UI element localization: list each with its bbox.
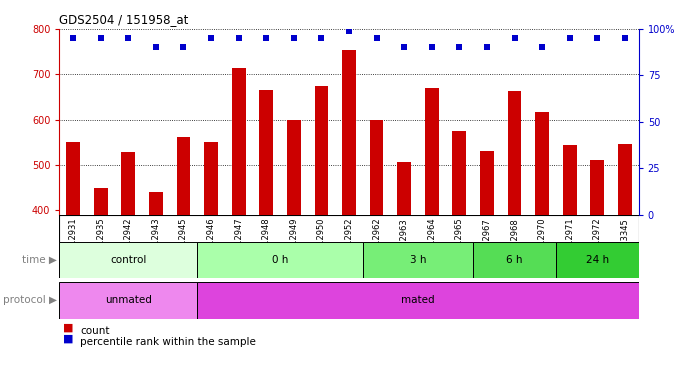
Bar — [507, 91, 521, 215]
Bar — [591, 160, 604, 215]
Bar — [198, 282, 639, 319]
Text: 3 h: 3 h — [410, 255, 426, 265]
Point — [233, 35, 244, 41]
Point — [482, 44, 493, 50]
Bar — [556, 242, 639, 278]
Bar — [473, 242, 556, 278]
Bar — [205, 142, 218, 215]
Bar — [363, 242, 473, 278]
Point — [371, 35, 383, 41]
Bar — [452, 131, 466, 215]
Bar — [480, 151, 493, 215]
Point — [288, 35, 299, 41]
Point — [537, 44, 548, 50]
Text: 6 h: 6 h — [506, 255, 523, 265]
Point — [619, 35, 630, 41]
Point — [592, 35, 603, 41]
Bar — [121, 152, 135, 215]
Point — [454, 44, 465, 50]
Text: protocol ▶: protocol ▶ — [3, 295, 57, 306]
Point — [426, 44, 438, 50]
Bar — [425, 88, 438, 215]
Text: mated: mated — [401, 295, 435, 306]
Text: 0 h: 0 h — [272, 255, 288, 265]
Point — [315, 35, 327, 41]
Point — [343, 28, 355, 34]
Bar — [66, 142, 80, 215]
Bar — [342, 50, 356, 215]
Point — [95, 35, 106, 41]
Point — [399, 44, 410, 50]
Bar — [177, 137, 191, 215]
Bar — [618, 144, 632, 215]
Point — [260, 35, 272, 41]
Bar — [59, 282, 198, 319]
Text: GDS2504 / 151958_at: GDS2504 / 151958_at — [59, 13, 188, 26]
Point — [150, 44, 161, 50]
Point — [564, 35, 575, 41]
Bar — [370, 120, 383, 215]
Bar — [149, 192, 163, 215]
Bar — [260, 90, 273, 215]
Bar — [94, 188, 107, 215]
Point — [205, 35, 216, 41]
Text: count: count — [80, 326, 110, 336]
Text: time ▶: time ▶ — [22, 255, 57, 265]
Point — [68, 35, 79, 41]
Bar — [59, 242, 198, 278]
Bar — [563, 145, 577, 215]
Bar — [535, 112, 549, 215]
Point — [509, 35, 520, 41]
Text: control: control — [110, 255, 147, 265]
Point — [123, 35, 134, 41]
Text: ■: ■ — [63, 334, 73, 344]
Bar — [232, 68, 246, 215]
Bar — [198, 242, 363, 278]
Bar — [397, 162, 411, 215]
Text: ■: ■ — [63, 323, 73, 333]
Bar — [315, 86, 328, 215]
Text: percentile rank within the sample: percentile rank within the sample — [80, 337, 256, 347]
Text: unmated: unmated — [105, 295, 151, 306]
Bar — [287, 120, 301, 215]
Point — [178, 44, 189, 50]
Text: 24 h: 24 h — [586, 255, 609, 265]
